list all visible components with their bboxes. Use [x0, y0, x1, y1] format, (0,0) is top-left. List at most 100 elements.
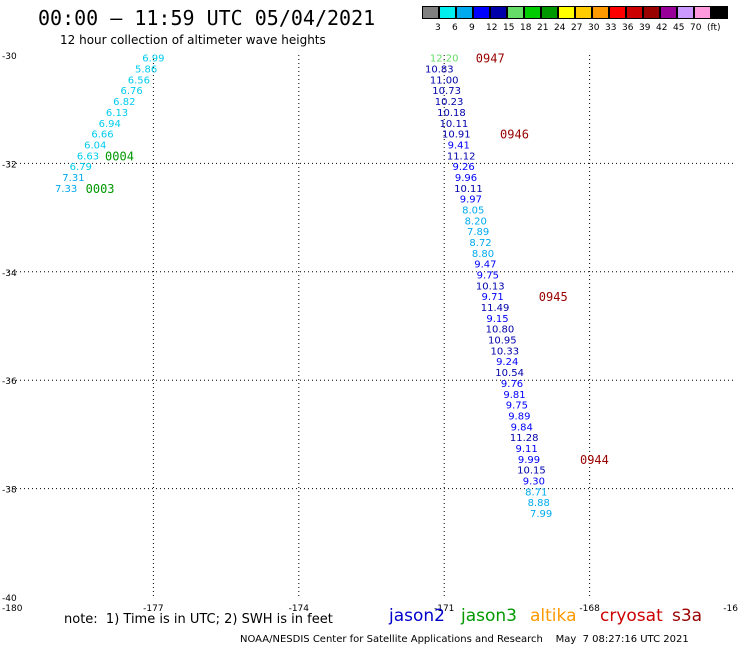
- swh-label: 8.71: [525, 487, 547, 498]
- swh-label: 10.91: [442, 130, 471, 141]
- satellite-jason3: jason3: [461, 606, 517, 626]
- page-title: 00:00 – 11:59 UTC 05/04/2021: [38, 6, 376, 30]
- credit-line: NOAA/NESDIS Center for Satellite Applica…: [240, 634, 689, 645]
- lon-tick-label: -177: [143, 604, 163, 614]
- swh-label: 10.33: [490, 346, 519, 357]
- satellite-jason2: jason2: [389, 606, 445, 626]
- swh-label: 7.33: [55, 184, 77, 195]
- legend-label: 39: [639, 23, 651, 33]
- legend-label: 3: [435, 23, 441, 33]
- swh-label: 11.49: [481, 303, 510, 314]
- swh-label: 6.79: [70, 162, 92, 173]
- legend-label: 27: [571, 23, 583, 33]
- swh-label: 11.28: [510, 433, 539, 444]
- swh-label: 10.18: [437, 108, 466, 119]
- swh-label: 9.84: [511, 422, 533, 433]
- swh-label: 6.99: [142, 54, 164, 65]
- swh-label: 10.80: [486, 325, 515, 336]
- legend-swatch: [575, 6, 592, 19]
- swh-label: 7.31: [62, 173, 84, 184]
- swh-label: 9.15: [486, 314, 508, 325]
- swh-label: 7.99: [530, 509, 552, 520]
- legend-swatch: [524, 6, 541, 19]
- legend-swatch: [626, 6, 643, 19]
- legend-label: 12: [486, 23, 498, 33]
- legend-swatch: [541, 6, 558, 19]
- legend-label: 21: [537, 23, 549, 33]
- swh-label: 6.66: [91, 130, 113, 141]
- satellite-cryosat: cryosat: [600, 606, 663, 626]
- swh-label: 8.20: [465, 216, 487, 227]
- swh-label: 10.95: [488, 336, 517, 347]
- lon-tick-label: -16: [723, 604, 738, 614]
- legend-label: 36: [622, 23, 634, 33]
- swh-label: 10.83: [425, 65, 454, 76]
- legend-label: 45: [673, 23, 685, 33]
- swh-label: 10.11: [440, 119, 469, 130]
- swh-label: 10.15: [517, 466, 546, 477]
- lat-tick-label: -38: [2, 486, 17, 496]
- swh-label: 9.11: [515, 444, 537, 455]
- swh-label: 6.13: [106, 108, 128, 119]
- lon-tick-label: -174: [289, 604, 310, 614]
- lon-tick-label: -168: [579, 604, 600, 614]
- time-label: 0003: [86, 182, 115, 196]
- lat-tick-label: -32: [2, 160, 17, 170]
- swh-label: 9.76: [501, 379, 523, 390]
- swh-label: 10.23: [435, 97, 464, 108]
- satellite-altika: altika: [530, 606, 577, 626]
- swh-label: 9.75: [477, 271, 499, 282]
- swh-label: 11.12: [447, 151, 476, 162]
- lon-tick-label: -171: [434, 604, 454, 614]
- time-label: 0004: [105, 149, 134, 163]
- swh-label: 8.05: [462, 205, 484, 216]
- legend-swatch: [507, 6, 524, 19]
- swh-label: 6.04: [84, 140, 106, 151]
- page-subtitle: 12 hour collection of altimeter wave hei…: [60, 33, 326, 47]
- legend-swatch: [439, 6, 456, 19]
- swh-label: 8.72: [469, 238, 491, 249]
- swh-label: 11.00: [430, 75, 459, 86]
- swh-label: 6.82: [113, 97, 135, 108]
- swh-label: 10.73: [432, 86, 461, 97]
- swh-label: 9.47: [474, 260, 496, 271]
- legend-label: 15: [503, 23, 515, 33]
- time-label: 0946: [500, 128, 529, 142]
- swh-label: 9.26: [452, 162, 474, 173]
- satellite-s3a: s3a: [672, 606, 703, 626]
- swh-label: 9.97: [460, 195, 482, 206]
- legend-swatch: [490, 6, 507, 19]
- legend-swatch: [558, 6, 575, 19]
- legend-label: 33: [605, 23, 617, 33]
- legend-label: (ft): [707, 23, 721, 33]
- legend-label: 6: [452, 23, 458, 33]
- swh-label: 9.99: [518, 455, 540, 466]
- legend-swatch: [643, 6, 660, 19]
- swh-label: 10.11: [454, 184, 483, 195]
- legend-swatch: [711, 6, 728, 19]
- swh-label: 9.71: [482, 292, 504, 303]
- legend-label: 70: [690, 23, 702, 33]
- legend-label: 30: [588, 23, 600, 33]
- swh-label: 9.41: [448, 140, 470, 151]
- swh-label: 6.94: [99, 119, 121, 130]
- units-note: note: 1) Time is in UTC; 2) SWH is in fe…: [64, 612, 333, 627]
- swh-label: 10.13: [476, 281, 505, 292]
- swh-label: 6.63: [77, 151, 99, 162]
- legend-swatch: [456, 6, 473, 19]
- swh-label: 9.96: [455, 173, 477, 184]
- legend-label: 18: [520, 23, 532, 33]
- lat-tick-label: -30: [2, 52, 17, 62]
- swh-label: 9.24: [496, 357, 518, 368]
- swh-label: 8.88: [528, 498, 550, 509]
- swh-label: 9.75: [506, 401, 528, 412]
- legend-swatch: [677, 6, 694, 19]
- swh-label: 9.81: [503, 390, 525, 401]
- legend-swatch: [609, 6, 626, 19]
- legend-label: 42: [656, 23, 668, 33]
- swh-label: 12.20: [430, 54, 459, 65]
- time-label: 0945: [539, 290, 568, 304]
- time-label: 0947: [476, 52, 505, 66]
- legend-label: 24: [554, 23, 566, 33]
